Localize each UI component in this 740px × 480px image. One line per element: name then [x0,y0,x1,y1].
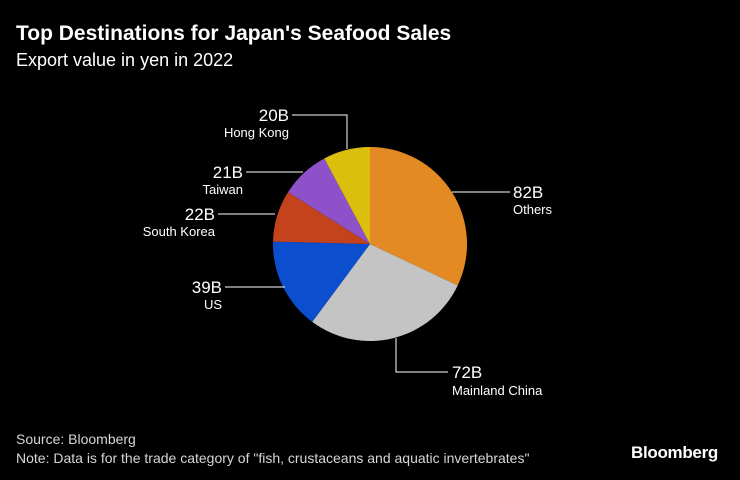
chart-title: Top Destinations for Japan's Seafood Sal… [16,22,452,45]
slice-value-label: 72B [452,363,482,382]
slice-value-label: 20B [259,106,289,125]
leader-lines [218,114,510,373]
slice-value-label: 22B [185,205,215,224]
leader-line [292,114,348,149]
slice-name-label: Taiwan [203,182,243,197]
pie-slices [273,147,468,341]
pie-slice-mainland-china [312,244,458,341]
slice-name-label: Mainland China [452,383,543,398]
pie-slice-hong-kong [324,147,370,244]
slice-name-label: US [204,297,222,312]
pie-slice-us [273,241,370,322]
bloomberg-logo: Bloomberg [630,443,718,462]
slice-name-label: South Korea [143,224,216,239]
slice-value-label: 21B [213,163,243,182]
source-note: Source: Bloomberg [16,431,136,447]
pie-slice-taiwan [288,158,370,244]
chart-footer: Source: Bloomberg Note: Data is for the … [16,430,529,468]
pie-slice-others [370,147,468,286]
chart-subtitle: Export value in yen in 2022 [16,50,234,70]
pie-slice-south-korea [273,192,370,244]
leader-line [395,338,448,373]
slice-value-label: 82B [513,183,543,202]
slice-name-label: Hong Kong [224,125,289,140]
slice-value-label: 39B [192,278,222,297]
data-note: Note: Data is for the trade category of … [16,450,530,466]
slice-name-label: Others [513,202,553,217]
